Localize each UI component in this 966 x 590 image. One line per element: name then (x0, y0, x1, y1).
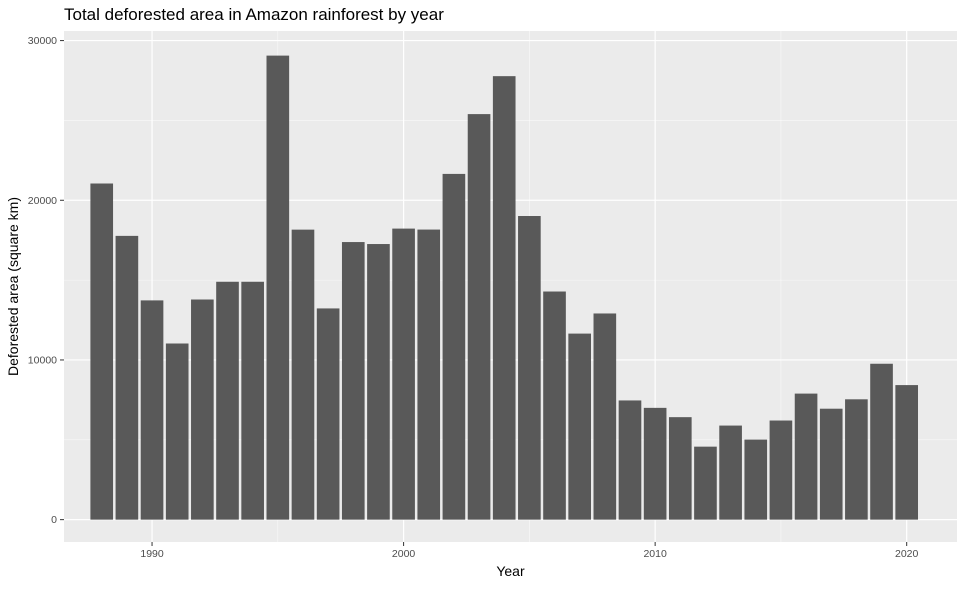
bar-2000 (392, 228, 415, 520)
bar-1990 (140, 300, 164, 520)
x-tick-label: 2020 (895, 548, 919, 560)
bar-2013 (719, 425, 742, 520)
bar-1993 (216, 281, 239, 520)
bar-2004 (492, 76, 516, 520)
y-tick-label: 0 (51, 514, 57, 526)
bar-1994 (241, 281, 264, 520)
x-tick-label: 1990 (140, 548, 164, 560)
y-tick-label: 30000 (28, 35, 57, 47)
bar-2003 (467, 114, 491, 520)
bar-2014 (744, 439, 768, 520)
bar-1999 (367, 244, 390, 520)
bar-2001 (417, 229, 441, 520)
x-tick-label: 2000 (392, 548, 416, 560)
bar-2015 (769, 420, 793, 520)
x-axis-label: Year (496, 563, 525, 579)
bars (90, 55, 919, 520)
bar-2008 (593, 313, 617, 520)
bar-2020 (895, 385, 919, 520)
y-tick-label: 20000 (28, 195, 57, 207)
bar-2010 (643, 407, 667, 520)
bar-1988 (90, 183, 114, 520)
bar-1995 (266, 55, 290, 520)
bar-2019 (870, 363, 893, 520)
bar-2009 (618, 400, 642, 520)
bar-2006 (543, 291, 566, 520)
bar-2007 (568, 333, 591, 520)
bar-2017 (819, 408, 843, 520)
x-axis: 1990 2000 2010 2020 (140, 542, 919, 560)
bar-1998 (341, 242, 365, 520)
y-axis-label: Deforested area (square km) (5, 197, 21, 376)
bar-2018 (845, 399, 868, 520)
bar-2005 (518, 216, 541, 520)
chart-title: Total deforested area in Amazon rainfore… (64, 5, 444, 24)
bar-1997 (316, 308, 340, 520)
bar-1992 (191, 299, 214, 520)
bar-2012 (694, 446, 717, 520)
bar-2002 (442, 173, 466, 520)
bar-2011 (668, 417, 692, 520)
y-tick-label: 10000 (28, 354, 57, 366)
bar-1989 (115, 235, 139, 520)
bar-1996 (291, 229, 315, 520)
bar-2016 (794, 393, 818, 520)
bar-1991 (165, 343, 189, 520)
x-tick-label: 2010 (643, 548, 667, 560)
y-axis: 0 10000 20000 30000 (28, 35, 64, 526)
